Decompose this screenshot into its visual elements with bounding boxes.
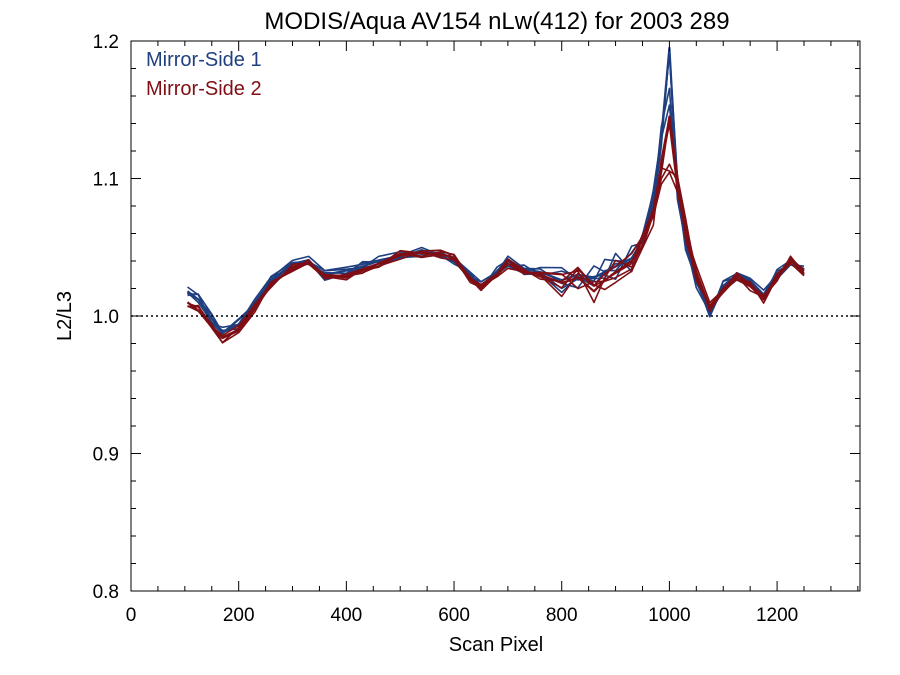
- series-line-mirror-side-1-trace-2: [186, 52, 805, 332]
- y-tick-label: 0.9: [93, 445, 119, 466]
- plot-lines: [186, 46, 805, 344]
- x-tick-label: 1200: [756, 605, 798, 626]
- y-axis-ticks: [131, 40, 860, 592]
- series-line-mirror-side-1: [186, 46, 805, 334]
- y-tick-label: 1.0: [93, 307, 119, 328]
- y-tick-label: 0.8: [93, 582, 119, 603]
- plot-frame: [130, 40, 861, 592]
- y-tick-label: 1.1: [93, 170, 119, 191]
- x-tick-label: 400: [331, 605, 363, 626]
- x-tick-label: 200: [223, 605, 255, 626]
- x-tick-label: 1000: [648, 605, 690, 626]
- legend: Mirror-Side 1 Mirror-Side 2: [146, 49, 262, 100]
- series-line-mirror-side-1-trace-3: [187, 87, 805, 329]
- x-tick-label: 600: [438, 605, 470, 626]
- y-axis-label: L2/L3: [54, 291, 76, 341]
- y-axis-tick-labels: 0.8 0.9 1.0 1.1 1.2: [93, 32, 119, 603]
- x-tick-label: 800: [546, 605, 578, 626]
- x-axis-label: Scan Pixel: [449, 634, 544, 656]
- series-line-mirror-side-2-trace-4: [187, 163, 805, 337]
- series-line-mirror-side-2-trace-1: [187, 171, 805, 344]
- x-tick-label: 0: [126, 605, 137, 626]
- series-line-mirror-side-1-trace-1: [187, 49, 805, 335]
- chart-title: MODIS/Aqua AV154 nLw(412) for 2003 289: [264, 8, 729, 35]
- x-axis-ticks: [130, 41, 859, 591]
- legend-entry-mirror-side-1: Mirror-Side 1: [146, 49, 262, 71]
- x-axis-tick-labels: 0 200 400 600 800 1000 1200: [126, 605, 799, 626]
- series-line-mirror-side-2-trace-5: [187, 123, 805, 344]
- y-tick-label: 1.2: [93, 32, 119, 53]
- series-line-mirror-side-1-trace-5: [187, 50, 805, 334]
- series-line-mirror-side-1-trace-4: [187, 104, 805, 334]
- legend-entry-mirror-side-2: Mirror-Side 2: [146, 78, 262, 100]
